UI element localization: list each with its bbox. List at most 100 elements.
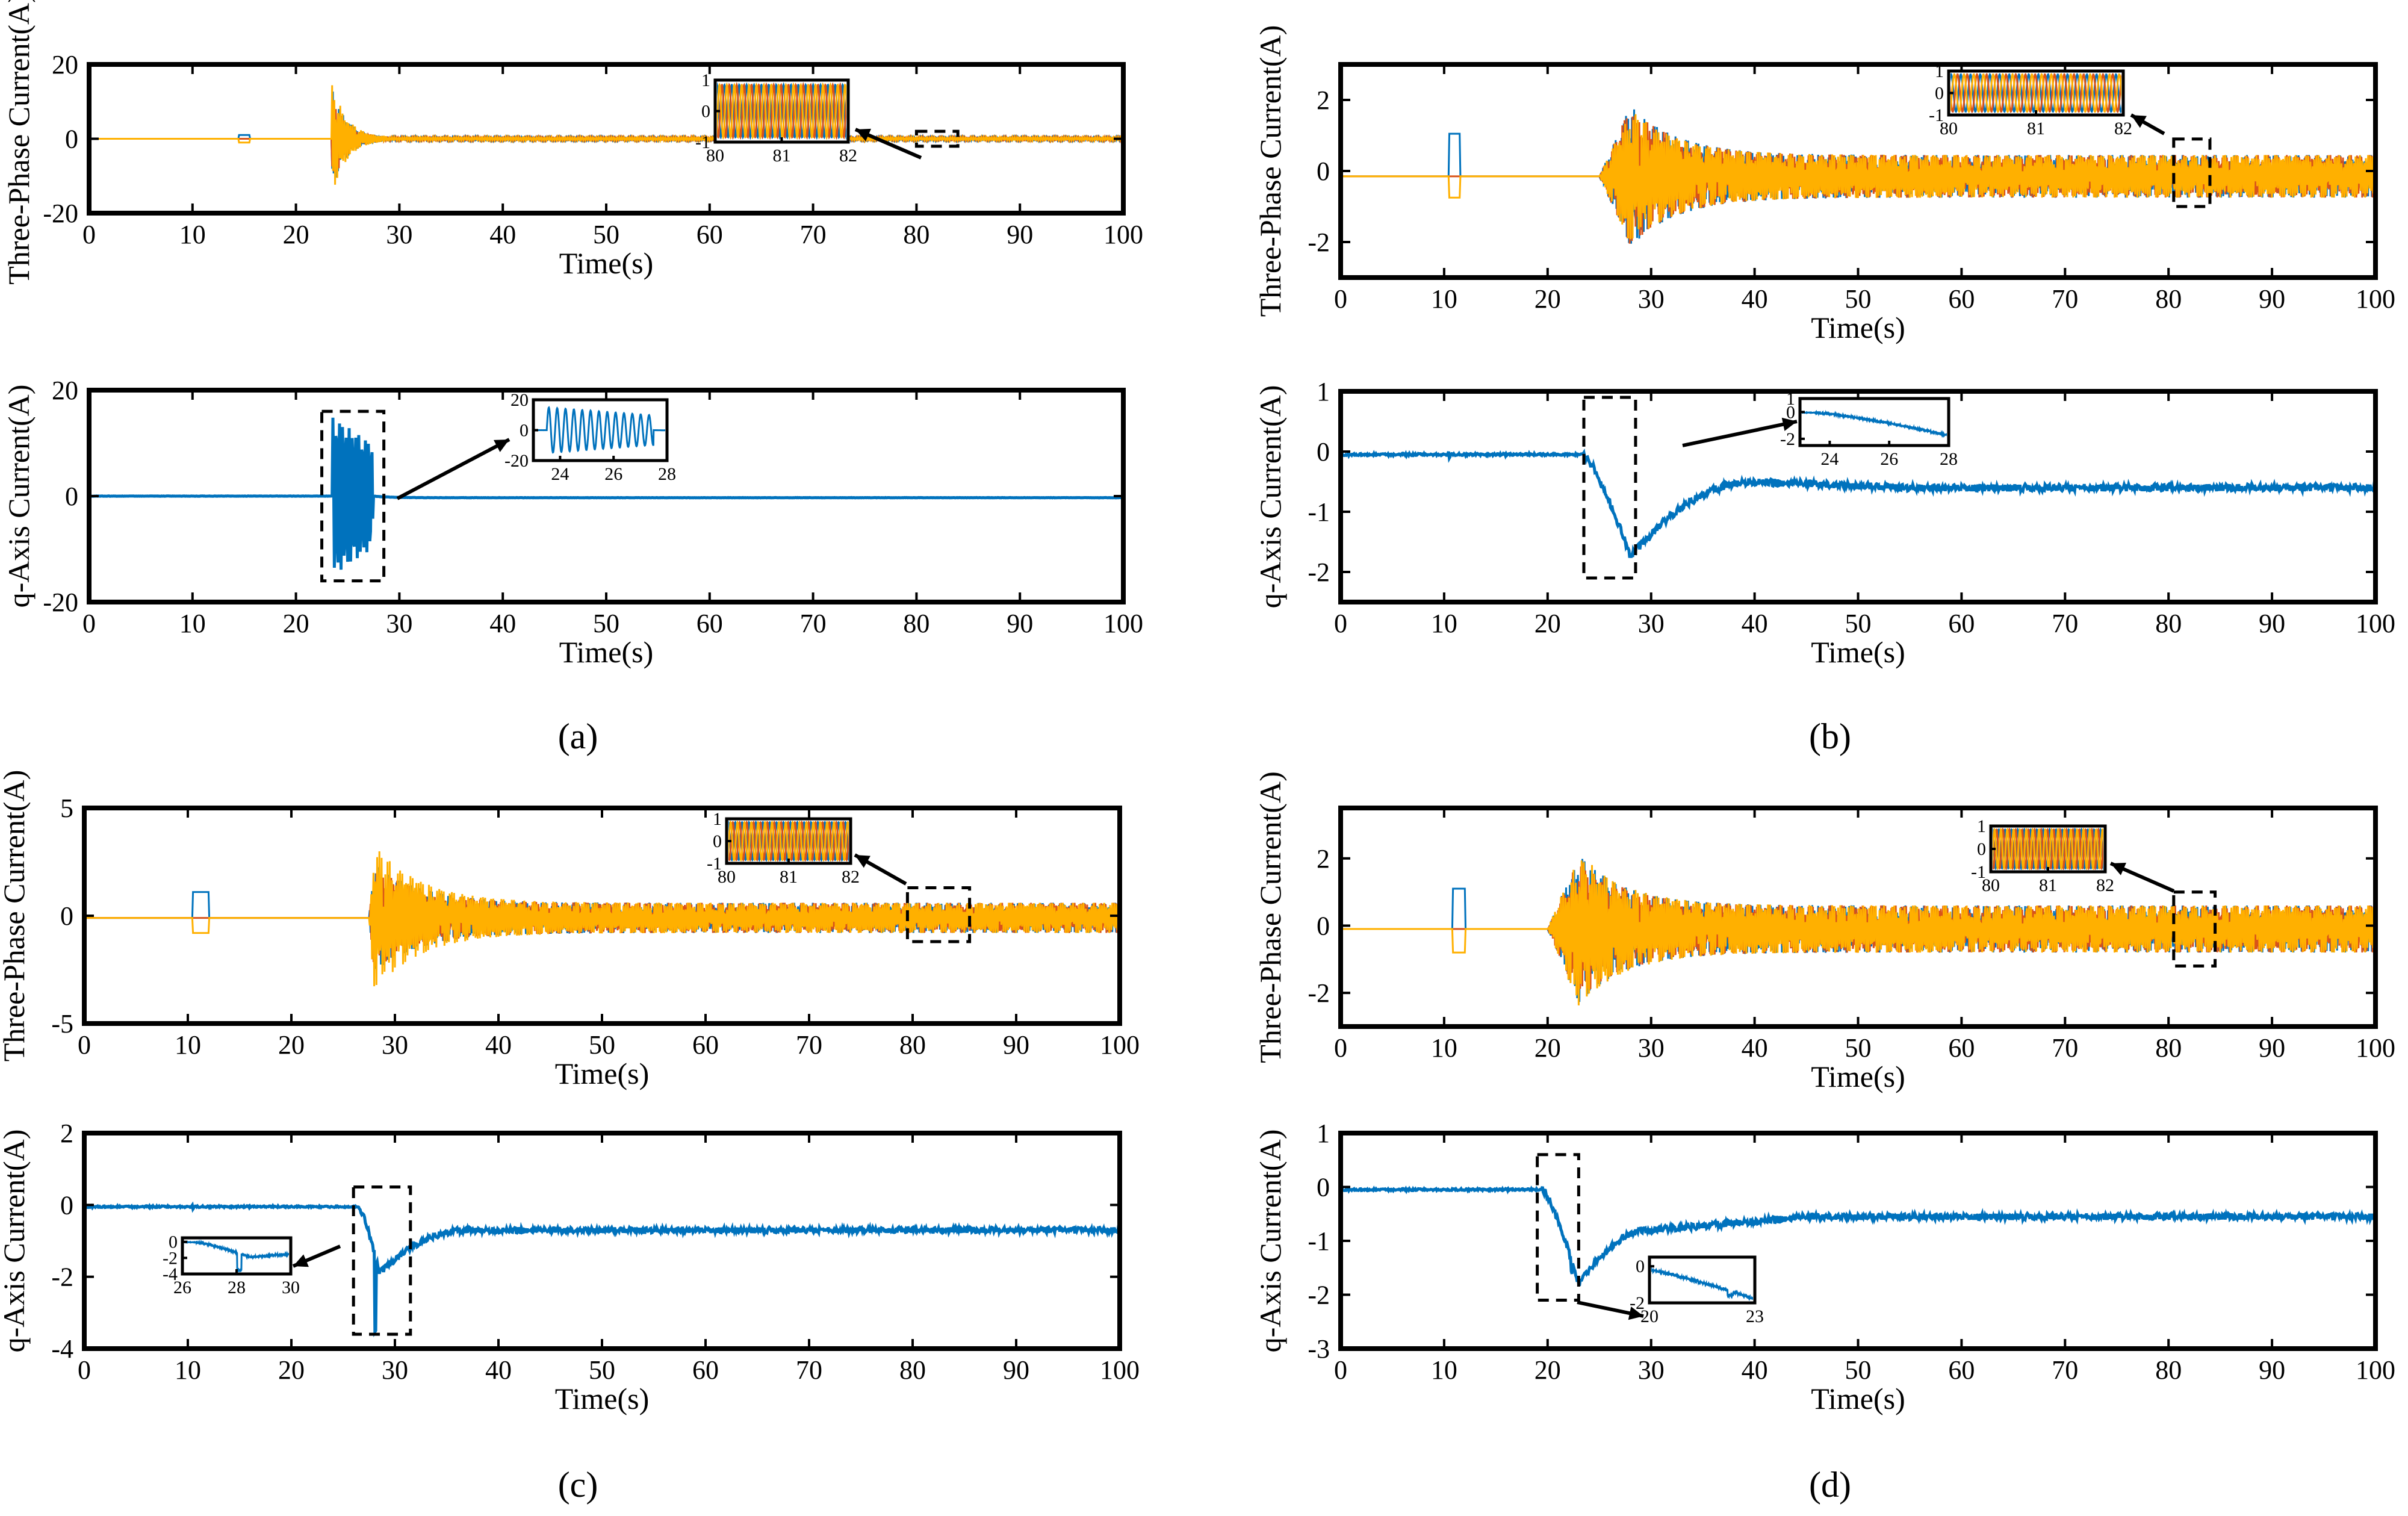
inset-y-tick-label: 0	[169, 1232, 178, 1252]
x-tick-label: 70	[800, 220, 827, 249]
x-tick-label: 90	[2259, 609, 2285, 638]
inset-series-line	[728, 821, 849, 862]
zoom-arrow	[1682, 420, 1798, 447]
y-tick-label: 5	[60, 794, 73, 823]
inset-x-tick-label: 28	[658, 464, 676, 484]
arrow-head	[2131, 115, 2147, 128]
x-tick-label: 60	[697, 220, 723, 249]
inset-series-line	[1651, 1266, 1753, 1301]
inset-series-line	[184, 1240, 289, 1272]
inset-y-tick-label: -1	[707, 854, 722, 874]
inset-y-tick-label: 1	[713, 809, 722, 829]
inset-y-tick-label: 0	[701, 102, 710, 122]
inset-x-tick-label: 28	[1940, 449, 1958, 469]
plot-area	[1341, 109, 2375, 244]
inset-y-tick-label: -2	[163, 1248, 178, 1268]
x-tick-label: 10	[175, 1030, 201, 1060]
x-tick-label: 50	[589, 1355, 615, 1385]
y-tick-label: -5	[51, 1009, 73, 1039]
x-axis-title: Time(s)	[559, 246, 654, 280]
inset-y-tick-label: -1	[1971, 862, 1986, 882]
inset-d-q-axis: 20 23 -2 0	[1630, 1255, 1764, 1326]
x-tick-label: 0	[1334, 1033, 1347, 1063]
x-tick-label: 10	[179, 609, 206, 638]
inset-y-tick-label: 0	[1636, 1257, 1645, 1276]
plot-area	[84, 851, 1120, 987]
x-tick-label: 80	[899, 1355, 926, 1385]
inset-y-tick-label: 0	[1935, 84, 1944, 104]
x-axis-title: Time(s)	[555, 1382, 650, 1415]
inset-x-tick-label: 81	[780, 867, 798, 887]
y-tick-label: 20	[52, 50, 78, 79]
x-tick-label: 0	[1334, 284, 1347, 314]
y-tick-label: 0	[1317, 1173, 1330, 1202]
panel-label-a: (a)	[558, 716, 598, 756]
arrow-head	[1628, 1306, 1643, 1320]
y-axis-title: q-Axis Current(A)	[0, 1129, 31, 1353]
y-tick-label: 2	[60, 1119, 73, 1148]
zoom-region	[914, 129, 960, 148]
x-tick-label: 30	[382, 1030, 408, 1060]
y-tick-label: 0	[1317, 911, 1330, 940]
x-tick-label: 50	[1845, 1355, 1872, 1385]
inset-c-three-phase: 80 81 82 -1 01	[707, 809, 860, 887]
x-tick-label: 70	[2052, 1355, 2078, 1385]
y-axis-title: q-Axis Current(A)	[1253, 385, 1287, 609]
x-tick-label: 100	[2356, 1033, 2395, 1063]
inset-frame	[1798, 397, 1950, 447]
x-tick-label: 40	[485, 1355, 512, 1385]
series-line-iq	[84, 1201, 1120, 1338]
inset-frame	[1648, 1255, 1757, 1305]
panel-label-c: (c)	[558, 1465, 598, 1505]
inset-c-q-axis: 26 28 30 -4-20	[163, 1232, 300, 1297]
y-tick-label: 1	[1317, 1119, 1330, 1148]
arrow-head	[1781, 417, 1797, 431]
inset-y-tick-label: 0	[713, 831, 722, 851]
inset-series-line	[717, 82, 846, 140]
inset-y-tick-label: -1	[1929, 105, 1944, 125]
x-tick-label: 80	[899, 1030, 926, 1060]
x-tick-label: 40	[1742, 1033, 1768, 1063]
x-tick-label: 60	[1948, 1033, 1975, 1063]
axes-d-three-phase: 0 10 20 30 40 50 60 70 80 90 100-202Time(s)Three-P…	[1253, 771, 2395, 1093]
x-tick-label: 0	[82, 220, 96, 249]
inset-x-tick-label: 80	[1940, 119, 1958, 138]
x-tick-label: 60	[692, 1355, 719, 1385]
x-tick-label: 100	[2356, 609, 2395, 638]
zoom-region	[2172, 137, 2212, 208]
y-tick-label: 0	[65, 482, 78, 511]
x-axis-title: Time(s)	[555, 1057, 650, 1090]
inset-a-q-axis: 24 26 28 -20 0 20	[504, 390, 676, 484]
x-tick-label: 40	[1742, 609, 1768, 638]
y-tick-label: -2	[1308, 1281, 1330, 1310]
series-line-phase-c	[1341, 860, 2375, 1005]
axes-a-three-phase: 0 10 20 30 40 50 60 70 80 90 100-20020Time(s)Three…	[2, 0, 1143, 285]
x-tick-label: 80	[903, 609, 929, 638]
series-line-phase-c	[89, 85, 1123, 185]
x-tick-label: 10	[1431, 1355, 1457, 1385]
inset-b-q-axis: 24 26 28 -2 01	[1780, 389, 1958, 469]
series-line-iq	[1341, 1185, 2375, 1287]
y-tick-label: -1	[1308, 497, 1330, 527]
x-tick-label: 90	[2259, 1033, 2285, 1063]
y-tick-label: -2	[1308, 978, 1330, 1008]
inset-x-tick-label: 82	[2096, 875, 2114, 895]
zoom-region	[1536, 1153, 1580, 1302]
x-tick-label: 90	[2259, 1355, 2285, 1385]
plot-area	[1341, 1185, 2375, 1287]
inset-series-line	[1950, 73, 2121, 113]
x-tick-label: 30	[386, 609, 412, 638]
x-tick-label: 80	[2155, 1033, 2182, 1063]
x-tick-label: 20	[1534, 284, 1561, 314]
y-axis-title: q-Axis Current(A)	[2, 385, 36, 608]
x-tick-label: 50	[1845, 284, 1872, 314]
inset-x-tick-label: 26	[604, 464, 622, 484]
x-tick-label: 60	[1948, 609, 1975, 638]
x-tick-label: 0	[1334, 609, 1347, 638]
inset-x-tick-label: 81	[2039, 875, 2057, 895]
series-line-iq	[89, 417, 1123, 570]
inset-x-tick-label: 82	[2114, 119, 2132, 138]
series-line-iq	[1341, 449, 2375, 558]
inset-x-tick-label: 28	[228, 1278, 246, 1297]
